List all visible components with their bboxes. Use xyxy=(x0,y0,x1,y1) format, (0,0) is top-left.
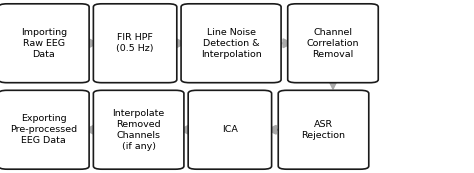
Text: Interpolate
Removed
Channels
(if any): Interpolate Removed Channels (if any) xyxy=(112,109,165,151)
FancyBboxPatch shape xyxy=(181,4,281,83)
FancyBboxPatch shape xyxy=(188,90,272,169)
FancyBboxPatch shape xyxy=(93,90,184,169)
Text: Importing
Raw EEG
Data: Importing Raw EEG Data xyxy=(21,28,67,59)
FancyBboxPatch shape xyxy=(278,90,369,169)
FancyBboxPatch shape xyxy=(0,4,89,83)
FancyBboxPatch shape xyxy=(0,90,89,169)
Text: ASR
Rejection: ASR Rejection xyxy=(301,120,346,140)
Text: Exporting
Pre-processed
EEG Data: Exporting Pre-processed EEG Data xyxy=(10,114,77,145)
Text: ICA: ICA xyxy=(222,125,238,134)
Text: Line Noise
Detection &
Interpolation: Line Noise Detection & Interpolation xyxy=(201,28,262,59)
Text: Channel
Correlation
Removal: Channel Correlation Removal xyxy=(307,28,359,59)
FancyBboxPatch shape xyxy=(93,4,177,83)
Text: FIR HPF
(0.5 Hz): FIR HPF (0.5 Hz) xyxy=(116,33,154,53)
FancyBboxPatch shape xyxy=(288,4,378,83)
